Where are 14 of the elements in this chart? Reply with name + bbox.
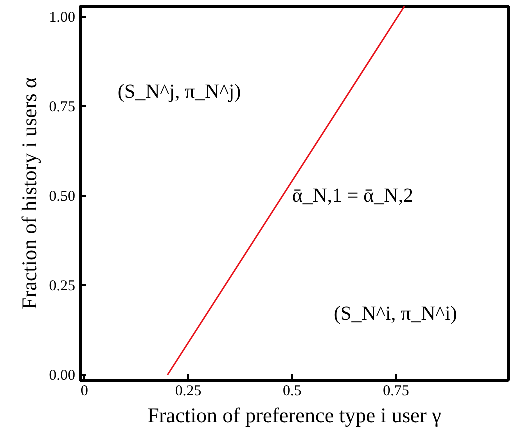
y-tick-label: 1.00 xyxy=(49,10,76,26)
y-tick-label: 0.75 xyxy=(49,100,76,116)
annotation: (S_N^j, π_N^j) xyxy=(118,81,242,104)
x-tick-label: 0.25 xyxy=(175,384,202,400)
x-tick-label: 0.5 xyxy=(283,384,302,400)
y-axis-title: Fraction of history i users α xyxy=(17,77,42,310)
x-axis-title: Fraction of preference type i user γ xyxy=(148,404,442,428)
y-tick-label: 0.25 xyxy=(49,278,76,295)
y-tick-label: 0.50 xyxy=(49,189,76,206)
y-tick-label: 0.00 xyxy=(49,368,76,384)
x-tick-label: 0 xyxy=(80,384,88,400)
annotation: (S_N^i, π_N^i) xyxy=(334,303,458,326)
annotation: ᾱ_N,1 = ᾱ_N,2 xyxy=(292,184,414,207)
x-tick-label: 0.75 xyxy=(383,384,410,400)
